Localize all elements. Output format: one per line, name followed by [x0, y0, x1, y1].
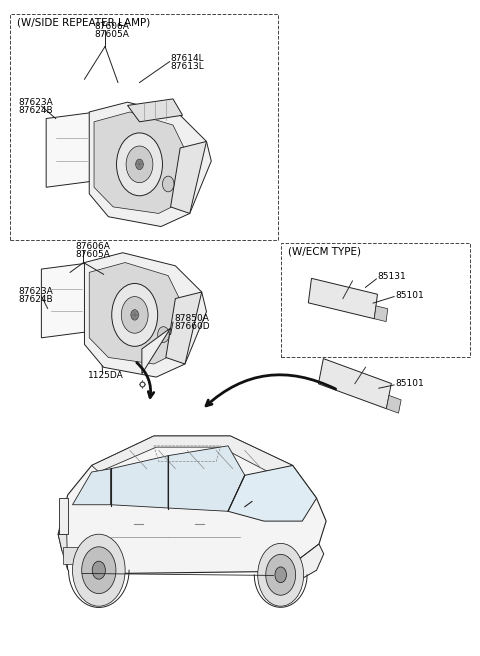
- Polygon shape: [94, 112, 187, 213]
- Text: 87623A: 87623A: [18, 287, 53, 297]
- Polygon shape: [46, 112, 96, 187]
- Polygon shape: [274, 544, 324, 581]
- Text: 85101: 85101: [396, 379, 424, 388]
- Circle shape: [117, 133, 162, 195]
- Text: 85131: 85131: [378, 272, 407, 281]
- Text: 87605A: 87605A: [75, 249, 110, 258]
- Polygon shape: [128, 99, 182, 122]
- Text: (W/ECM TYPE): (W/ECM TYPE): [288, 246, 361, 256]
- Text: 87850A: 87850A: [174, 314, 209, 323]
- Polygon shape: [89, 262, 182, 364]
- Text: 87606A: 87606A: [94, 22, 129, 31]
- Circle shape: [275, 567, 287, 583]
- Polygon shape: [308, 278, 377, 319]
- Text: 87624B: 87624B: [18, 295, 53, 304]
- Polygon shape: [89, 102, 211, 226]
- Polygon shape: [72, 469, 111, 504]
- Text: (W/SIDE REPEATER LAMP): (W/SIDE REPEATER LAMP): [17, 17, 151, 27]
- Polygon shape: [84, 253, 206, 377]
- Circle shape: [136, 159, 144, 170]
- Polygon shape: [41, 262, 92, 338]
- Circle shape: [162, 176, 174, 192]
- Bar: [281, 243, 470, 358]
- Circle shape: [112, 283, 157, 346]
- Text: 87623A: 87623A: [18, 98, 53, 107]
- Circle shape: [92, 561, 106, 579]
- Text: 85101: 85101: [396, 291, 424, 300]
- Text: 87613L: 87613L: [170, 62, 204, 71]
- Polygon shape: [111, 456, 168, 508]
- Polygon shape: [318, 359, 391, 409]
- Polygon shape: [58, 436, 326, 573]
- Circle shape: [157, 327, 169, 342]
- Bar: [59, 498, 68, 534]
- Text: 1125DA: 1125DA: [88, 371, 124, 380]
- Text: 87605A: 87605A: [94, 30, 129, 39]
- Circle shape: [266, 554, 296, 595]
- Polygon shape: [228, 466, 317, 521]
- Polygon shape: [170, 142, 206, 213]
- Text: 87606A: 87606A: [75, 241, 110, 251]
- Circle shape: [82, 547, 116, 594]
- Text: 87624B: 87624B: [18, 106, 53, 115]
- Text: 87614L: 87614L: [170, 54, 204, 63]
- Circle shape: [131, 310, 139, 320]
- Bar: [63, 547, 84, 564]
- Polygon shape: [386, 396, 401, 413]
- Polygon shape: [58, 534, 68, 570]
- Polygon shape: [92, 436, 293, 472]
- Polygon shape: [166, 292, 202, 364]
- Circle shape: [258, 543, 304, 606]
- Bar: [10, 14, 278, 239]
- Polygon shape: [142, 328, 170, 374]
- Circle shape: [121, 297, 148, 333]
- Polygon shape: [168, 446, 245, 511]
- Text: 87660D: 87660D: [174, 321, 210, 331]
- Polygon shape: [374, 306, 388, 321]
- Circle shape: [126, 146, 153, 182]
- Circle shape: [72, 534, 125, 606]
